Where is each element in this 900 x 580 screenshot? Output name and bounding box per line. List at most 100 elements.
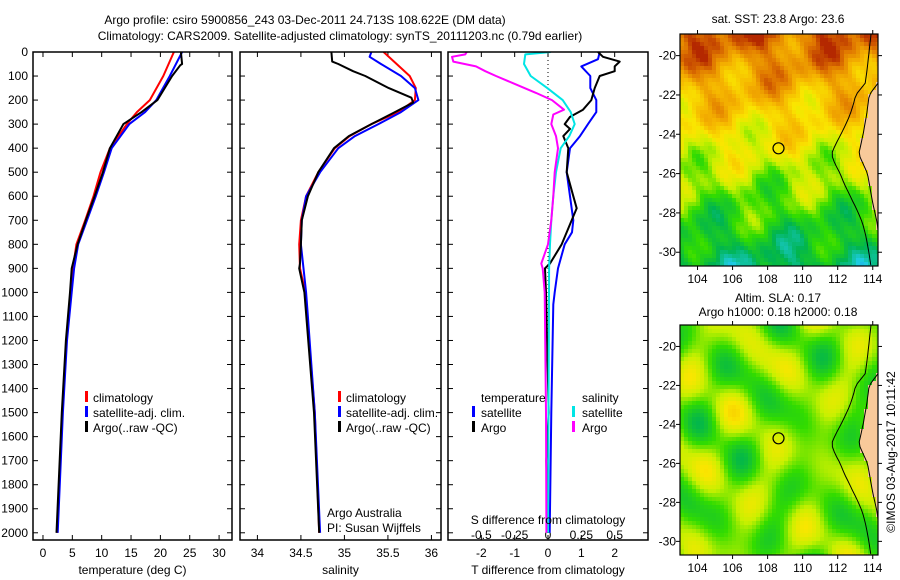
difference-legend: temperature salinity satellite Argo sate… (471, 391, 626, 527)
title-line-1: Argo profile: csiro 5900856_243 03-Dec-2… (104, 13, 505, 27)
argo-position-marker (772, 142, 785, 155)
credit-line-2: PI: Susan Wijffels (327, 521, 421, 535)
legend-label: satellite (481, 406, 522, 420)
lon-tick-label: 108 (758, 561, 778, 575)
x-tick-label: 15 (124, 546, 138, 560)
depth-tick-label: 0 (21, 45, 28, 59)
depth-tick-label: 1400 (1, 382, 28, 396)
legend-heading-temperature: temperature (481, 391, 546, 405)
series-group (298, 52, 420, 533)
x-tick-label: 0 (40, 546, 47, 560)
x-tick-label: 35 (338, 546, 352, 560)
legend-heading-salinity: salinity (582, 391, 619, 405)
x-tick-label: 0 (545, 546, 552, 560)
series-line-argo (298, 52, 415, 533)
legend-label: Argo (481, 421, 507, 435)
lat-tick-label: -22 (659, 88, 677, 102)
depth-tick-label: 400 (8, 141, 28, 155)
salinity-panel: 34 34.5 35 35.5 36 salinity (239, 51, 442, 577)
series-line-t-argo (544, 52, 621, 533)
series-line-climatology (56, 52, 175, 533)
temperature-panel: 0100200300400500600700800900100011001200… (1, 45, 233, 577)
x-tick-label: 35.5 (376, 546, 400, 560)
legend-label: satellite (582, 406, 623, 420)
depth-tick-label: 600 (8, 189, 28, 203)
lon-tick-label: 110 (793, 272, 812, 286)
lat-tick-label: -20 (659, 49, 677, 63)
credit-line-1: Argo Australia (327, 506, 402, 520)
x-tick-label: -2 (476, 546, 487, 560)
series-group (55, 52, 184, 533)
depth-tick-label: 2000 (1, 526, 28, 540)
imos-credit: ©IMOS 03-Aug-2017 10:11:42 (884, 371, 898, 533)
legend-swatch-s-argo (572, 421, 575, 432)
x-tick-label: 2 (611, 546, 618, 560)
legend-label: Argo(..raw -QC) (93, 421, 178, 435)
x-tick-label: 34.5 (289, 546, 313, 560)
lat-tick-label: -24 (659, 127, 677, 141)
sla-map-image (680, 325, 878, 555)
depth-tick-label: 200 (8, 93, 28, 107)
depth-tick-label: 300 (8, 117, 28, 131)
series-line-s-argo (451, 52, 565, 533)
legend-label: climatology (93, 391, 153, 405)
s-tick-label: 0 (545, 528, 552, 542)
depth-tick-label: 700 (8, 213, 28, 227)
depth-tick-label: 1500 (1, 406, 28, 420)
legend-swatch-climatology (338, 391, 341, 402)
salinity-axis-title: salinity (322, 563, 359, 577)
legend-swatch-satellite (85, 406, 88, 417)
legend-swatch-s-satellite (572, 406, 575, 417)
coastline (858, 325, 879, 554)
x-tick-label: 10 (95, 546, 109, 560)
depth-tick-label: 1300 (1, 358, 28, 372)
lon-tick-label: 112 (828, 561, 847, 575)
series-line-s-satellite (523, 52, 576, 533)
lon-tick-label: 108 (758, 272, 778, 286)
temperature-plot-frame (32, 51, 233, 541)
legend-swatch-climatology (85, 391, 88, 402)
s-tick-label: 0.5 (606, 528, 623, 542)
x-tick-label: 25 (183, 546, 197, 560)
s-axis-title: S difference from climatology (471, 513, 626, 527)
depth-tick-label: 800 (8, 237, 28, 251)
sst-map-title: sat. SST: 23.8 Argo: 23.6 (712, 12, 845, 26)
coastline (858, 34, 879, 265)
legend-label: Argo (582, 421, 608, 435)
lon-tick-label: 106 (723, 272, 743, 286)
legend-swatch-argo (85, 421, 88, 432)
depth-tick-label: 1600 (1, 430, 28, 444)
salinity-legend: climatology satellite-adj. clim. Argo(..… (327, 391, 438, 535)
lon-tick-label: 106 (723, 561, 743, 575)
lat-tick-label: -24 (659, 417, 677, 431)
bathymetry-contour (831, 33, 872, 266)
temperature-axis-title: temperature (deg C) (78, 563, 186, 577)
depth-tick-label: 1800 (1, 478, 28, 492)
x-tick-label: 1 (578, 546, 585, 560)
sla-map-subtitle: Argo h1000: 0.18 h2000: 0.18 (699, 305, 858, 319)
series-line-satellite (299, 52, 420, 533)
lat-tick-label: -22 (659, 378, 677, 392)
depth-tick-label: 1200 (1, 333, 28, 347)
x-tick-label: 5 (69, 546, 76, 560)
series-line-satellite (56, 52, 183, 533)
depth-tick-label: 500 (8, 165, 28, 179)
x-tick-label: 34 (251, 546, 265, 560)
sla-map-frame (679, 324, 879, 556)
title-line-2: Climatology: CARS2009. Satellite-adjuste… (98, 29, 582, 43)
lon-tick-label: 112 (828, 272, 847, 286)
sst-map-axes: 104 106 108 110 112 114 -20 -22 -24 -26 -28 -30 (659, 30, 883, 286)
series-group (451, 52, 621, 533)
legend-label: Argo(..raw -QC) (346, 421, 431, 435)
depth-tick-label: 1900 (1, 502, 28, 516)
depth-tick-label: 1100 (2, 309, 28, 323)
lon-tick-label: 104 (688, 272, 708, 286)
difference-axis-title: T difference from climatology (471, 563, 625, 577)
lon-tick-label: 104 (688, 561, 708, 575)
argo-position-marker (772, 432, 785, 445)
legend-swatch-t-argo (472, 421, 475, 432)
temperature-legend: climatology satellite-adj. clim. Argo(..… (85, 391, 185, 435)
legend-label: climatology (346, 391, 406, 405)
x-tick-label: -1 (509, 546, 520, 560)
